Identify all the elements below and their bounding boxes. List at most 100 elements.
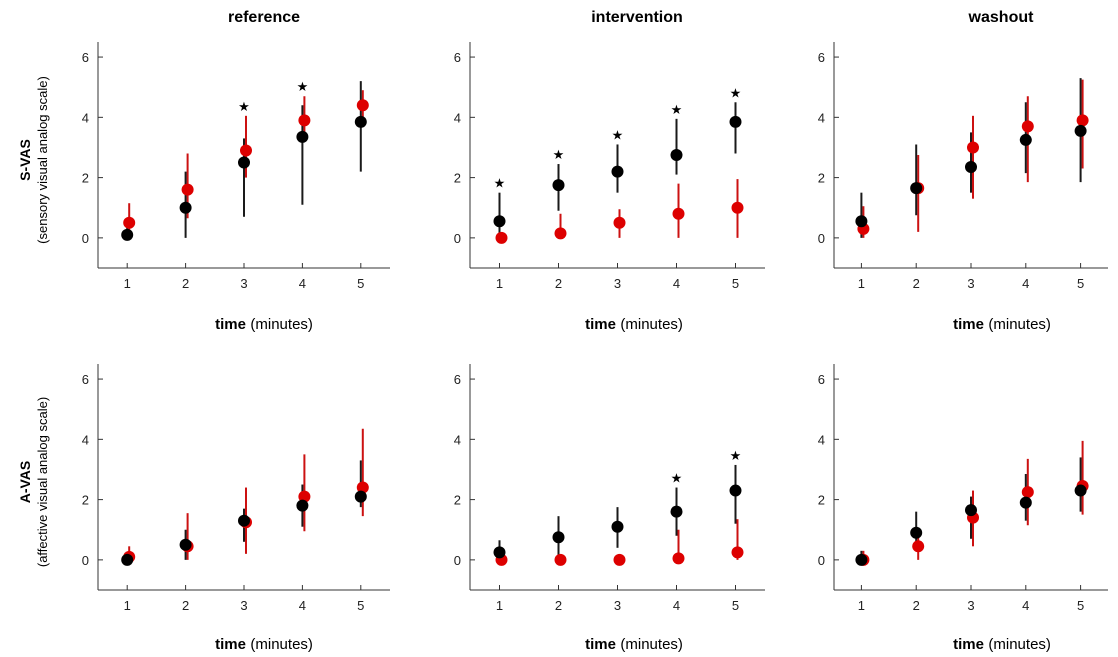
data-point-red (613, 553, 626, 566)
x-tick-label: 5 (357, 598, 364, 613)
y-tick-label: 6 (818, 50, 825, 65)
significance-star: ★ (612, 128, 624, 143)
row-label-a-vas: A-VAS (affective visual analog scale) (17, 397, 50, 567)
data-point-red (672, 552, 685, 565)
y-tick-label: 6 (818, 372, 825, 387)
data-point-red (731, 546, 744, 559)
x-tick-label: 2 (182, 598, 189, 613)
data-point-red (672, 207, 685, 220)
data-point-red (298, 490, 311, 503)
row-label-s-vas: S-VAS (sensory visual analog scale) (17, 76, 50, 244)
x-tick-label: 4 (1022, 276, 1029, 291)
data-point-red (298, 114, 311, 127)
y-tick-label: 2 (82, 493, 89, 508)
data-point-black (493, 546, 506, 559)
x-tick-label: 4 (299, 276, 306, 291)
data-point-black (670, 149, 683, 161)
data-point-black (910, 182, 923, 195)
y-tick-label: 6 (454, 372, 461, 387)
y-tick-label: 6 (82, 50, 89, 65)
x-tick-label: 5 (732, 276, 739, 291)
data-point-black (354, 115, 367, 128)
x-axis-label-bottom-intervention: time (minutes) (585, 636, 683, 653)
y-tick-label: 0 (454, 553, 461, 568)
x-tick-label: 2 (555, 276, 562, 291)
data-point-black (611, 520, 624, 533)
data-point-black (121, 553, 134, 566)
data-point-red (181, 183, 194, 196)
x-tick-label: 1 (124, 598, 131, 613)
data-point-red (554, 553, 567, 566)
data-point-black (552, 179, 565, 192)
data-point-black (179, 538, 192, 551)
data-point-black (910, 526, 923, 539)
y-tick-label: 2 (82, 171, 89, 186)
x-tick-label: 3 (240, 276, 247, 291)
data-point-black (179, 201, 192, 214)
x-tick-label: 4 (673, 276, 680, 291)
data-point-red (613, 216, 626, 229)
x-tick-label: 2 (182, 276, 189, 291)
y-tick-label: 4 (454, 432, 461, 447)
data-point-black (354, 490, 367, 503)
data-point-black (1074, 124, 1087, 137)
row-label-s-vas-title: S-VAS (17, 139, 33, 181)
data-point-black (296, 130, 309, 143)
significance-star: ★ (494, 177, 506, 192)
column-title-washout: washout (968, 9, 1035, 26)
x-tick-label: 5 (732, 598, 739, 613)
x-tick-label: 5 (357, 276, 364, 291)
panel-s-vas-intervention: 0 2 4 6 1 2 3 4 5 ★ ★ ★ ★ ★ (454, 42, 765, 291)
data-point-red (967, 141, 979, 154)
x-tick-label: 3 (614, 276, 621, 291)
panel-a-vas-reference: 0 2 4 6 1 2 3 4 5 (82, 364, 390, 613)
significance-star: ★ (671, 103, 683, 118)
x-tick-label: 1 (124, 276, 131, 291)
significance-star: ★ (297, 80, 309, 95)
y-tick-label: 4 (818, 110, 825, 125)
y-tick-label: 2 (454, 171, 461, 186)
x-tick-label: 3 (614, 598, 621, 613)
x-tick-label: 4 (1022, 598, 1029, 613)
data-point-black (493, 215, 506, 228)
data-point-black (1019, 496, 1032, 509)
data-point-black (296, 499, 309, 512)
column-title-reference: reference (228, 9, 300, 26)
row-label-a-vas-title: A-VAS (17, 461, 33, 504)
data-point-black (1019, 133, 1032, 146)
y-tick-label: 2 (818, 493, 825, 508)
data-point-red (731, 201, 744, 214)
x-axis-label-bottom-washout: time (minutes) (953, 636, 1051, 653)
data-point-black (238, 156, 250, 169)
panel-s-vas-reference: 0 2 4 6 1 2 3 4 5 ★ ★ (82, 42, 390, 291)
data-point-black (611, 165, 624, 178)
data-point-black (855, 215, 868, 228)
significance-star: ★ (553, 148, 565, 163)
column-title-intervention: intervention (591, 9, 683, 26)
significance-star: ★ (238, 100, 250, 115)
significance-star: ★ (671, 472, 683, 487)
y-tick-label: 4 (82, 110, 89, 125)
data-point-red (1021, 120, 1034, 133)
y-tick-label: 6 (82, 372, 89, 387)
x-tick-label: 2 (913, 598, 920, 613)
row-label-a-vas-subtitle: (affective visual analog scale) (35, 397, 50, 567)
x-tick-label: 3 (240, 598, 247, 613)
y-tick-label: 2 (818, 171, 825, 186)
x-tick-label: 5 (1077, 276, 1084, 291)
data-point-black (552, 531, 565, 544)
data-point-black (855, 553, 868, 566)
data-point-black (965, 161, 977, 174)
data-point-black (729, 115, 742, 128)
x-tick-label: 1 (496, 598, 503, 613)
x-axis-label-top-washout: time (minutes) (953, 316, 1051, 333)
significance-star: ★ (730, 86, 742, 101)
y-tick-label: 6 (454, 50, 461, 65)
data-point-red (554, 227, 567, 240)
data-point-red (356, 99, 369, 112)
data-point-red (1076, 114, 1089, 127)
y-tick-label: 4 (454, 110, 461, 125)
x-tick-label: 3 (967, 276, 974, 291)
y-tick-label: 4 (82, 432, 89, 447)
